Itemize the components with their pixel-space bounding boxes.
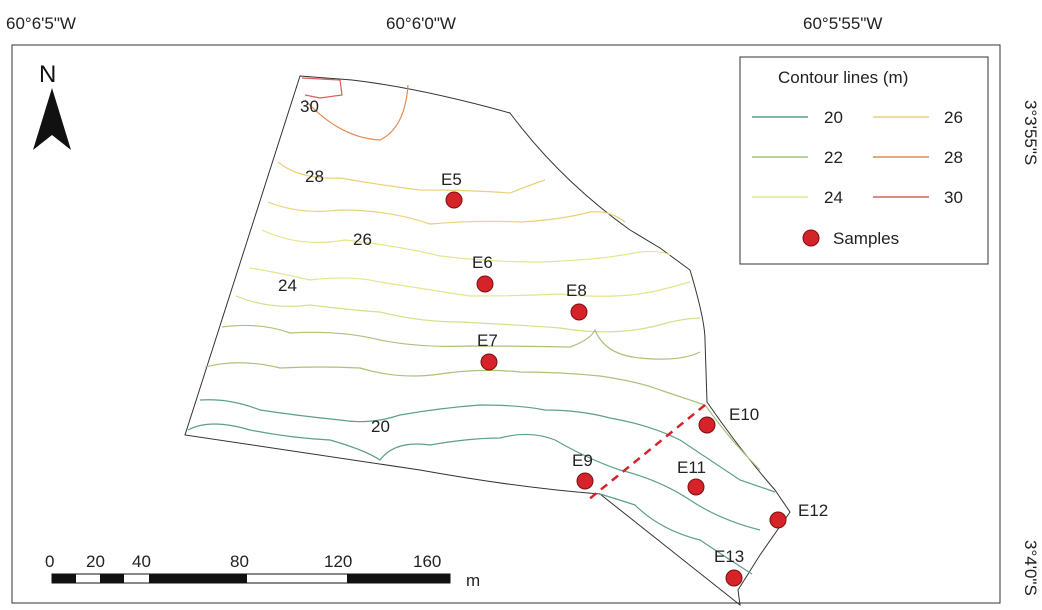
scale-unit: m	[466, 571, 480, 590]
scale-tick-120: 120	[324, 552, 352, 571]
north-arrow: N	[33, 61, 71, 150]
scale-segment-4	[347, 574, 450, 583]
sample-e13[interactable]: E13	[714, 547, 744, 587]
study-area-boundary	[184, 75, 791, 607]
contour-label-26: 26	[353, 230, 372, 249]
sample-e7[interactable]: E7	[477, 331, 498, 371]
sample-e12[interactable]: E12	[769, 501, 828, 529]
north-label: N	[39, 61, 56, 88]
contour-label-24: 24	[278, 276, 297, 295]
sample-e5[interactable]: E5	[441, 170, 463, 209]
scale-tick-40: 40	[132, 552, 151, 571]
scale-tick-160: 160	[413, 552, 441, 571]
legend-label-20: 20	[824, 108, 843, 127]
contour-line-22	[221, 324, 701, 360]
contour-line-20-b	[187, 423, 761, 531]
legend-label-24: 24	[824, 188, 843, 207]
north-arrow-left-icon	[33, 88, 52, 150]
sample-e9[interactable]: E9	[572, 451, 594, 490]
legend-label-28: 28	[944, 148, 963, 167]
contour-line-24	[249, 267, 691, 297]
scale-segment-3	[149, 574, 247, 583]
legend-sample-icon	[802, 229, 820, 247]
sample-label-e6: E6	[472, 253, 493, 272]
scale-tick-80: 80	[230, 552, 249, 571]
contour-line-28-a	[304, 84, 409, 141]
scale-bar: 0 20 40 80 120 160 m	[45, 552, 480, 590]
contour-line-30	[301, 77, 343, 99]
legend-label-22: 22	[824, 148, 843, 167]
contour-line-25	[261, 229, 671, 263]
scale-tick-20: 20	[86, 552, 105, 571]
sample-label-e11: E11	[677, 458, 706, 477]
sample-e6[interactable]: E6	[472, 253, 494, 293]
sample-e11[interactable]: E11	[677, 458, 706, 496]
contour-line-20-a	[199, 399, 776, 493]
sample-e8[interactable]: E8	[566, 281, 588, 321]
sample-label-e5: E5	[441, 170, 462, 189]
legend: Contour lines (m) 20 22 24 26 28 30 Samp…	[739, 56, 989, 265]
legend-label-26: 26	[944, 108, 963, 127]
legend-samples-label: Samples	[833, 229, 899, 248]
sample-label-e12: E12	[798, 501, 828, 520]
legend-label-30: 30	[944, 188, 963, 207]
map-frame	[11, 44, 1001, 604]
scale-segment-2	[100, 574, 124, 583]
longitude-label-2: 60°6'0"W	[386, 14, 456, 33]
contour-label-20: 20	[371, 417, 390, 436]
legend-box	[739, 56, 989, 265]
sample-e10[interactable]: E10	[698, 405, 759, 434]
sample-label-e7: E7	[477, 331, 498, 350]
sample-label-e10: E10	[729, 405, 759, 424]
north-arrow-right-icon	[52, 88, 71, 150]
contour-label-30: 30	[300, 97, 319, 116]
sample-label-e8: E8	[566, 281, 587, 300]
sample-label-e13: E13	[714, 547, 744, 566]
contour-line-19	[599, 493, 753, 575]
contour-line-28-b	[277, 161, 546, 194]
contour-line-23	[235, 295, 701, 333]
scale-segment-1	[52, 574, 76, 583]
contour-lines	[187, 77, 776, 575]
legend-title: Contour lines (m)	[778, 68, 908, 87]
sample-label-e9: E9	[572, 451, 593, 470]
sample-points: E5 E6 E7 E8 E9 E10	[441, 170, 828, 587]
scale-tick-0: 0	[45, 552, 54, 571]
contour-line-26	[267, 201, 626, 225]
longitude-label-3: 60°5'55"W	[803, 14, 883, 33]
contour-line-21	[204, 362, 761, 471]
contour-label-28: 28	[305, 167, 324, 186]
longitude-label-1: 60°6'5"W	[6, 14, 76, 33]
transect-line	[587, 404, 706, 501]
